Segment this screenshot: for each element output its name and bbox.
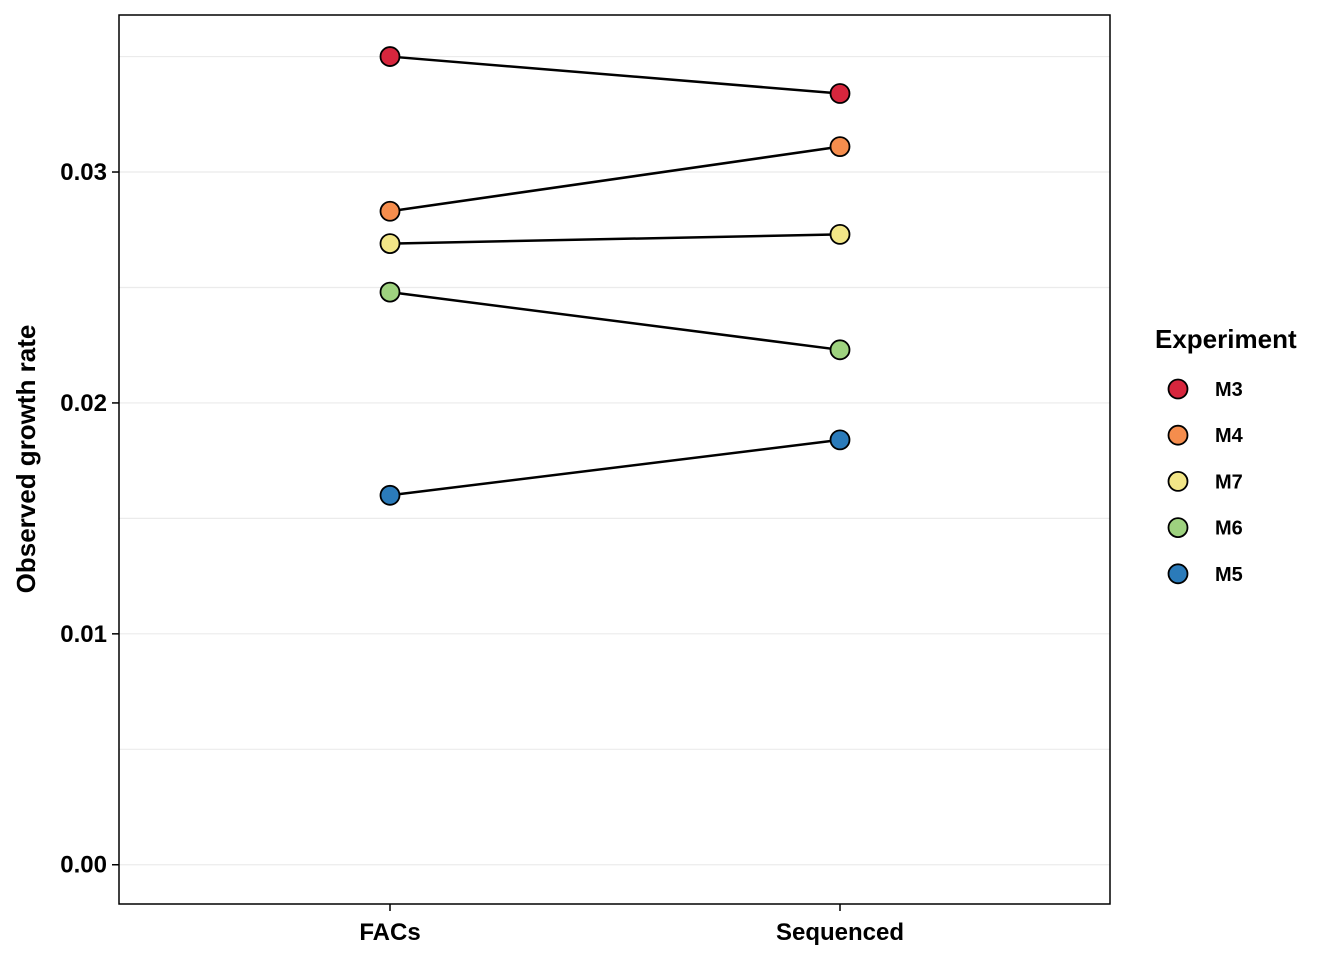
legend: M3 M4 M7 M6 M5 bbox=[1167, 378, 1244, 586]
panel-background bbox=[119, 15, 1110, 904]
data-points bbox=[379, 46, 851, 506]
series-line-m5 bbox=[389, 438, 841, 497]
point-m5-sequenced bbox=[829, 429, 851, 451]
point-m3-facs bbox=[379, 46, 401, 67]
point-m4-facs bbox=[379, 200, 401, 222]
point-m7-sequenced bbox=[829, 223, 851, 245]
panel-border bbox=[118, 14, 1111, 905]
legend-key-m7 bbox=[1167, 470, 1189, 492]
y-tick-label: 0.02 bbox=[60, 390, 107, 417]
x-tick-label: FACs bbox=[359, 919, 420, 946]
series-lines bbox=[389, 55, 841, 497]
point-m6-sequenced bbox=[829, 339, 851, 361]
legend-key-m6 bbox=[1167, 517, 1189, 538]
x-tick-label: Sequenced bbox=[776, 919, 904, 946]
y-tick-label: 0.03 bbox=[60, 159, 107, 186]
legend-label-m7: M7 bbox=[1215, 471, 1243, 493]
legend-label-m4: M4 bbox=[1215, 425, 1244, 447]
point-m6-facs bbox=[379, 281, 401, 303]
legend-label-m6: M6 bbox=[1215, 518, 1243, 540]
legend-key-m5 bbox=[1167, 563, 1189, 585]
legend-key-m3 bbox=[1167, 378, 1189, 400]
point-m3-sequenced bbox=[829, 83, 851, 104]
legend-label-m5: M5 bbox=[1215, 564, 1243, 586]
legend-title: Experiment bbox=[1155, 324, 1297, 354]
point-m7-facs bbox=[379, 233, 401, 255]
y-tick-label: 0.00 bbox=[60, 852, 107, 879]
y-tick-label: 0.01 bbox=[60, 621, 107, 648]
y-axis-title: Observed growth rate bbox=[11, 325, 41, 594]
series-line-m4 bbox=[389, 145, 841, 213]
y-axis-ticks: 0.00 0.01 0.02 0.03 bbox=[60, 159, 119, 879]
x-axis-ticks: FACs Sequenced bbox=[359, 904, 904, 946]
point-m5-facs bbox=[379, 484, 401, 506]
legend-label-m3: M3 bbox=[1215, 379, 1243, 401]
series-line-m3 bbox=[389, 55, 841, 95]
series-line-m6 bbox=[389, 290, 841, 352]
point-m4-sequenced bbox=[829, 136, 851, 158]
legend-key-m4 bbox=[1167, 424, 1189, 446]
gridlines bbox=[119, 55, 1110, 866]
series-line-m7 bbox=[389, 233, 841, 245]
